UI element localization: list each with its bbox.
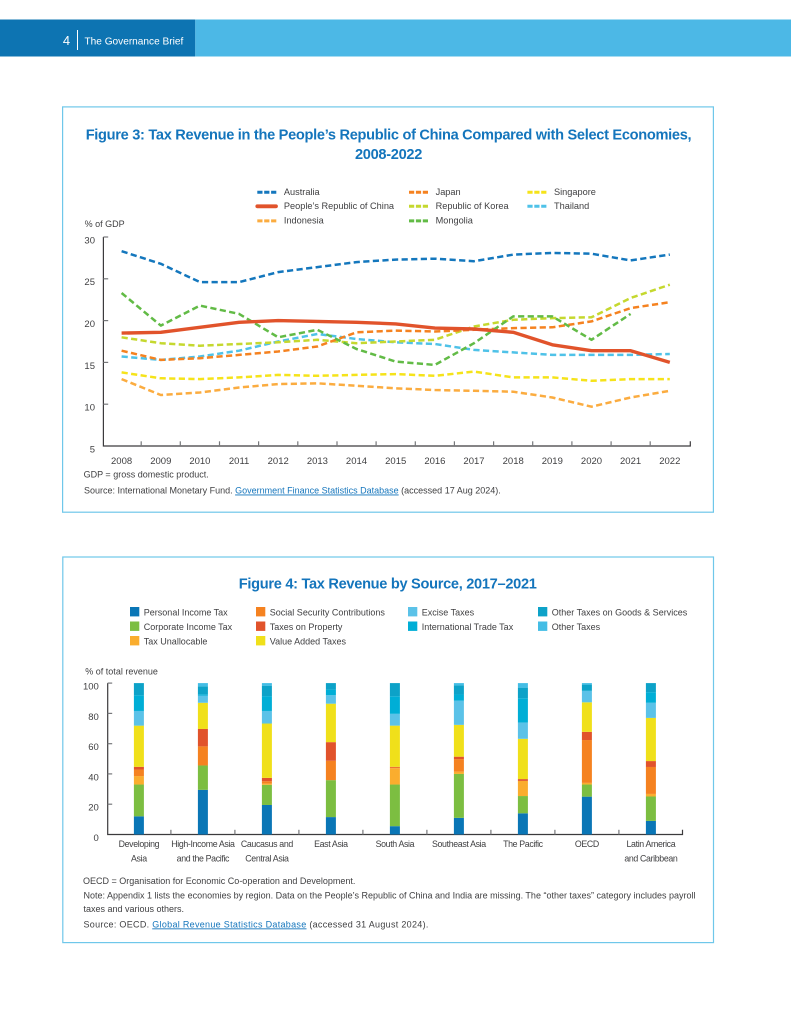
svg-text:5: 5 — [90, 444, 95, 455]
svg-text:People’s Republic of China: People’s Republic of China — [284, 201, 395, 211]
svg-text:Excise Taxes: Excise Taxes — [422, 607, 475, 617]
svg-text:Personal Income Tax: Personal Income Tax — [144, 607, 228, 617]
svg-text:Social Security Contributions: Social Security Contributions — [270, 607, 386, 617]
svg-text:Note: Appendix 1 lists the eco: Note: Appendix 1 lists the economies by … — [84, 890, 696, 900]
svg-text:Figure 4: Tax Revenue by Sourc: Figure 4: Tax Revenue by Source, 2017–20… — [239, 576, 537, 592]
svg-text:20: 20 — [84, 319, 95, 330]
svg-text:0: 0 — [94, 833, 99, 844]
svg-text:Indonesia: Indonesia — [284, 216, 325, 226]
svg-text:2017: 2017 — [463, 456, 484, 467]
svg-text:Mongolia: Mongolia — [436, 216, 474, 226]
svg-text:25: 25 — [84, 277, 95, 288]
svg-text:Caucasus and: Caucasus and — [241, 839, 293, 849]
svg-text:Corporate Income Tax: Corporate Income Tax — [144, 622, 233, 632]
svg-text:The Governance Brief: The Governance Brief — [85, 37, 184, 48]
svg-text:Taxes on Property: Taxes on Property — [270, 622, 343, 632]
svg-text:Thailand: Thailand — [554, 201, 589, 211]
svg-text:2018: 2018 — [503, 456, 524, 467]
svg-text:taxes and various others.: taxes and various others. — [84, 904, 185, 914]
svg-text:Source: OECD. Global Revenue S: Source: OECD. Global Revenue Statistics … — [84, 919, 429, 929]
svg-text:10: 10 — [84, 403, 95, 414]
svg-text:Central Asia: Central Asia — [245, 853, 289, 863]
svg-text:International Trade Tax: International Trade Tax — [422, 622, 514, 632]
svg-text:Southeast Asia: Southeast Asia — [432, 839, 486, 849]
svg-text:Developing: Developing — [119, 839, 160, 849]
svg-text:Figure 3: Tax Revenue in the P: Figure 3: Tax Revenue in the People’s Re… — [86, 127, 692, 143]
svg-text:South Asia: South Asia — [376, 839, 415, 849]
svg-text:2008: 2008 — [111, 456, 132, 467]
svg-text:2013: 2013 — [307, 456, 328, 467]
svg-text:4: 4 — [63, 33, 70, 48]
svg-text:40: 40 — [88, 772, 99, 783]
svg-text:and Caribbean: and Caribbean — [624, 853, 678, 863]
svg-text:100: 100 — [83, 682, 99, 693]
svg-text:Other Taxes: Other Taxes — [552, 622, 601, 632]
svg-text:2016: 2016 — [424, 456, 445, 467]
svg-text:The Pacific: The Pacific — [503, 839, 544, 849]
svg-text:OECD: OECD — [575, 839, 599, 849]
svg-text:2014: 2014 — [346, 456, 367, 467]
svg-text:Latin America: Latin America — [627, 839, 676, 849]
svg-text:Source: International Monetary: Source: International Monetary Fund. Gov… — [84, 486, 501, 496]
svg-text:20: 20 — [88, 803, 99, 814]
svg-text:2022: 2022 — [659, 456, 680, 467]
svg-text:and the Pacific: and the Pacific — [177, 853, 230, 863]
svg-text:OECD = Organisation for Econom: OECD = Organisation for Economic Co-oper… — [83, 876, 355, 886]
svg-text:2009: 2009 — [150, 456, 171, 467]
svg-text:2020: 2020 — [581, 456, 602, 467]
svg-text:60: 60 — [88, 742, 99, 753]
svg-text:High-Income Asia: High-Income Asia — [171, 839, 235, 849]
svg-text:2015: 2015 — [385, 456, 406, 467]
svg-text:Australia: Australia — [284, 187, 321, 197]
svg-text:% of GDP: % of GDP — [85, 219, 125, 229]
svg-text:30: 30 — [84, 235, 95, 246]
svg-text:Other Taxes on Goods & Service: Other Taxes on Goods & Services — [552, 607, 688, 617]
svg-text:Value Added Taxes: Value Added Taxes — [270, 636, 347, 646]
svg-text:% of total revenue: % of total revenue — [85, 666, 158, 676]
svg-text:GDP = gross domestic product.: GDP = gross domestic product. — [84, 470, 209, 480]
svg-text:2010: 2010 — [189, 456, 210, 467]
svg-text:Republic of Korea: Republic of Korea — [436, 201, 510, 211]
svg-text:2019: 2019 — [542, 456, 563, 467]
svg-text:Tax Unallocable: Tax Unallocable — [144, 636, 208, 646]
svg-text:80: 80 — [88, 712, 99, 723]
svg-text:2012: 2012 — [268, 456, 289, 467]
svg-text:Asia: Asia — [131, 853, 147, 863]
svg-text:East Asia: East Asia — [314, 839, 348, 849]
svg-text:15: 15 — [84, 361, 95, 372]
svg-text:2011: 2011 — [229, 456, 249, 467]
svg-text:2008-2022: 2008-2022 — [355, 147, 422, 163]
svg-text:Singapore: Singapore — [554, 187, 596, 197]
svg-text:2021: 2021 — [620, 456, 641, 467]
svg-text:Japan: Japan — [436, 187, 461, 197]
